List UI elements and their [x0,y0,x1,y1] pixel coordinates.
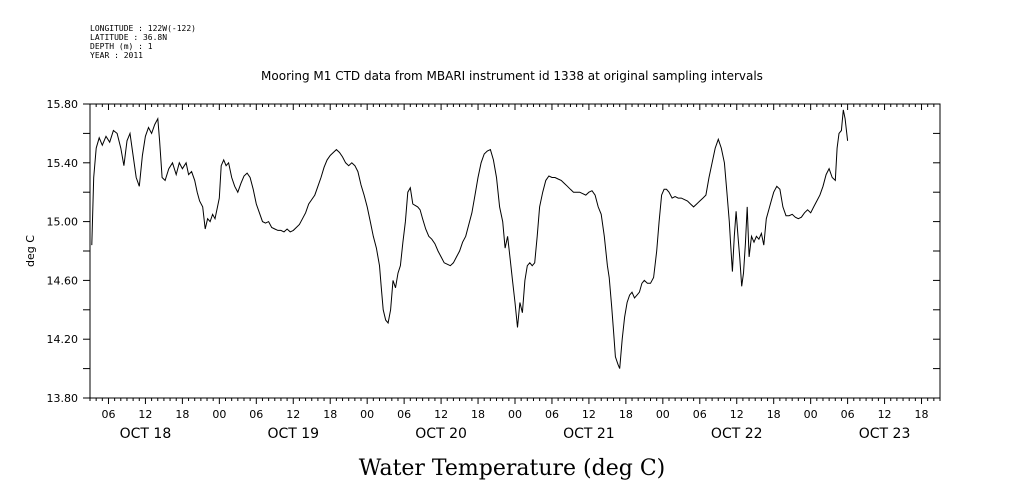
y-tick-label: 13.80 [47,392,79,405]
x-tick-label: 06 [841,408,855,421]
y-tick-labels: 13.80 14.20 14.60 15.00 15.40 15.80 [47,98,79,405]
metadata-block: LONGITUDE : 122W(-122) LATITUDE : 36.8N … [90,24,196,60]
y-tick-label: 14.60 [47,274,79,287]
y-tick-label: 15.40 [47,157,79,170]
x-tick-label: 00 [508,408,522,421]
depth-label: DEPTH (m) : 1 [90,42,153,51]
x-tick-label: 06 [693,408,707,421]
x-tick-label: 18 [471,408,485,421]
y-axis-label: deg C [24,235,37,267]
x-tick-label: 00 [656,408,670,421]
x-tick-label: 18 [323,408,337,421]
day-label: OCT 22 [711,426,763,442]
day-label: OCT 19 [267,426,319,442]
day-label: OCT 20 [415,426,467,442]
x-tick-label: 06 [397,408,411,421]
axis-ticks [83,103,941,404]
day-label: OCT 23 [859,426,911,442]
x-tick-label: 00 [804,408,818,421]
x-tick-label: 06 [101,408,115,421]
y-tick-label: 14.20 [47,333,79,346]
x-tick-label: 18 [915,408,929,421]
temperature-series-line [91,109,849,369]
x-tick-label: 18 [619,408,633,421]
latitude-label: LATITUDE : 36.8N [90,33,167,42]
y-tick-label: 15.80 [47,98,79,111]
x-axis-label: Water Temperature (deg C) [359,456,666,481]
x-tick-label: 12 [878,408,892,421]
x-tick-label: 12 [286,408,300,421]
y-tick-label: 15.00 [47,216,79,229]
x-tick-label: 18 [767,408,781,421]
chart-title: Mooring M1 CTD data from MBARI instrumen… [261,69,763,83]
x-tick-labels: 06 12 18 00 06 12 18 00 06 12 18 00 06 12 18 00 06 12 18 00… [101,408,928,421]
day-labels: OCT 18 OCT 19 OCT 20 OCT 21 OCT 22 OCT 23 [120,426,911,442]
x-tick-label: 00 [360,408,374,421]
x-tick-label: 12 [582,408,596,421]
plot-frame [89,103,941,399]
x-tick-label: 18 [175,408,189,421]
x-tick-label: 12 [730,408,744,421]
longitude-label: LONGITUDE : 122W(-122) [90,24,196,33]
day-label: OCT 18 [120,426,172,442]
x-tick-label: 06 [249,408,263,421]
x-tick-label: 12 [434,408,448,421]
x-tick-label: 00 [212,408,226,421]
x-tick-label: 12 [138,408,152,421]
year-label: YEAR : 2011 [90,51,143,60]
day-label: OCT 21 [563,426,615,442]
x-tick-label: 06 [545,408,559,421]
